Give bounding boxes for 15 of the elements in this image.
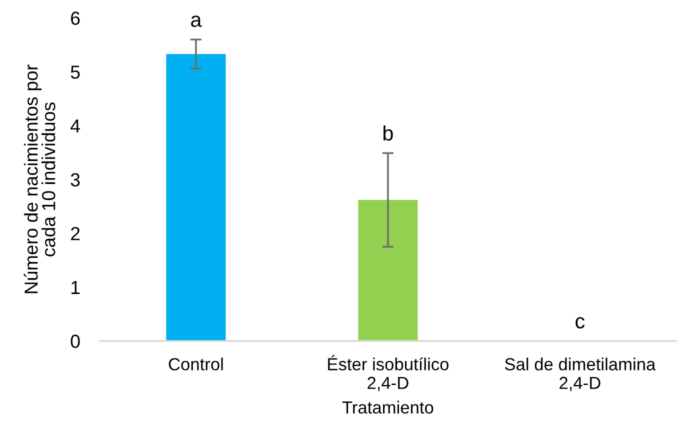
annotation: a [191, 16, 202, 28]
y-tick-label: 6 [71, 12, 80, 25]
y-tick-label: 5 [70, 66, 80, 79]
x-axis-title: Tratamiento [342, 400, 434, 414]
y-tick-label: 1 [72, 281, 80, 294]
x-tick-label: Control [168, 358, 223, 370]
annotation: c [576, 317, 585, 329]
x-tick-label: Sal de dimetilamina 2,4-D [504, 358, 656, 392]
y-tick-label: 4 [70, 120, 80, 132]
annotation: b [383, 125, 393, 141]
y-tick-label: 0 [70, 334, 80, 348]
y-axis-title: Número de nacimientos por cada 10 individuos [24, 64, 56, 294]
y-tick-label: 3 [70, 173, 80, 186]
y-tick-label: 2 [71, 227, 80, 240]
x-tick-label: Éster isobutílico 2,4-D [328, 355, 448, 392]
